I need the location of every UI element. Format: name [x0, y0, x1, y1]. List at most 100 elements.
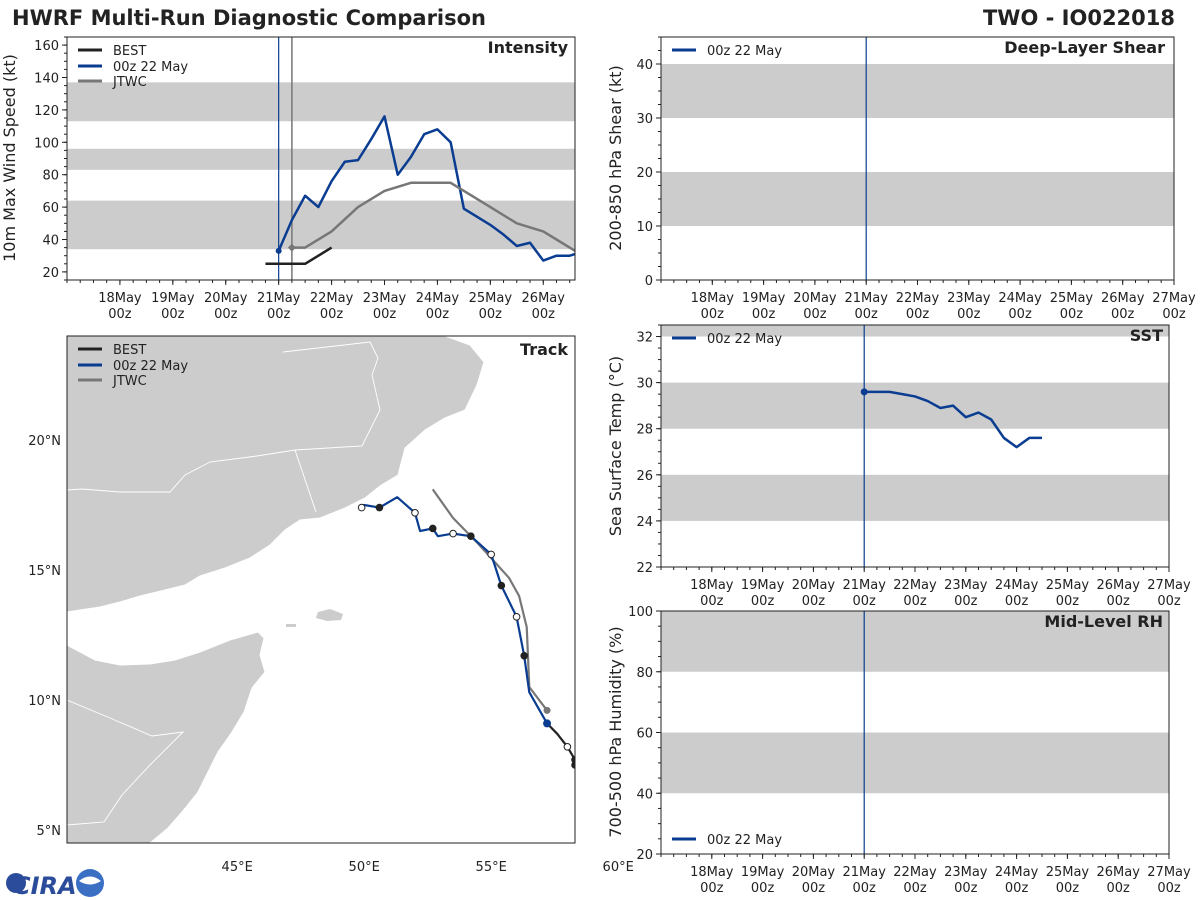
x-tick-label: 00z [1005, 881, 1029, 896]
x-tick-label: 00z [802, 881, 826, 896]
legend-label-jtwc: JTWC [112, 374, 147, 389]
sst-bands [661, 325, 1169, 521]
legend-label-run: 00z 22 May [707, 44, 782, 59]
x-tick-label: 19May [741, 578, 785, 593]
x-tick-label: 00z [802, 594, 826, 609]
x-tick-label: 27May [1147, 578, 1191, 593]
rh-bands [661, 611, 1169, 794]
shear-title: Deep-Layer Shear [1004, 38, 1165, 57]
intensity-x-ticks: 18May00z19May00z20May00z21May00z22May00z… [66, 280, 571, 322]
sst-series [860, 388, 1042, 449]
y-tick-label: 32 [636, 331, 653, 346]
track-position-dot [449, 529, 457, 538]
x-tick-label: 00z [903, 881, 927, 896]
shade-band [67, 200, 575, 250]
x-tick-label: 00z [267, 307, 291, 322]
y-tick-label: 20 [42, 266, 59, 281]
y-tick-label: 60 [42, 201, 59, 216]
x-tick-label: 00z [1056, 881, 1080, 896]
lat-tick-label: 10°N [28, 694, 61, 709]
y-tick-label: 22 [636, 561, 653, 576]
legend-label-run: 00z 22 May [113, 359, 188, 374]
init-lines [278, 37, 293, 280]
x-tick-label: 20May [793, 291, 837, 306]
intensity-series [265, 115, 575, 266]
x-tick-label: 26May [522, 291, 566, 306]
x-tick-label: 00z [853, 881, 877, 896]
y-tick-label: 80 [42, 169, 59, 184]
x-tick-label: 00z [700, 881, 724, 896]
series-line-best [265, 246, 333, 266]
logo-text: CIRA [13, 872, 77, 900]
x-tick-label: 22May [893, 865, 937, 880]
cira-logo: CIRA [6, 869, 104, 900]
x-tick-label: 00z [906, 307, 930, 322]
x-tick-label: 00z [320, 307, 344, 322]
abd-al-kuri-island [286, 624, 296, 627]
track-position-dot [512, 613, 521, 621]
x-tick-label: 21May [257, 291, 301, 306]
x-tick-label: 19May [741, 865, 785, 880]
y-tick-label: 40 [42, 234, 59, 249]
x-tick-label: 00z [1157, 594, 1181, 609]
arabian-peninsula [67, 336, 485, 613]
x-tick-label: 19May [151, 291, 195, 306]
x-tick-label: 19May [742, 291, 786, 306]
land-layer [67, 336, 575, 843]
x-tick-label: 00z [108, 307, 132, 322]
legend-label-run: 00z 22 May [707, 332, 782, 347]
rh-x-ticks: 18May00z19May00z20May00z21May00z22May00z… [660, 854, 1191, 896]
legend-label-best: BEST [113, 44, 146, 59]
intensity-ylabel: 10m Max Wind Speed (kt) [0, 54, 19, 262]
x-tick-label: 00z [1157, 881, 1181, 896]
x-tick-label: 00z [855, 307, 879, 322]
x-tick-label: 00z [214, 307, 238, 322]
shear-y-ticks: 0 10 20 30 40 [636, 36, 661, 289]
x-tick-label: 18May [98, 291, 142, 306]
x-tick-label: 00z [1008, 307, 1032, 322]
x-tick-label: 24May [995, 578, 1039, 593]
track-panel: 45°E 50°E 55°E 60°E 5°N 10°N 15°N 20°N Track BE… [28, 335, 634, 875]
run-start-point [275, 247, 282, 254]
shade-band [661, 474, 1169, 521]
series-line-jtwc [291, 181, 575, 252]
y-tick-label: 0 [645, 274, 653, 289]
x-tick-label: 25May [1046, 865, 1090, 880]
x-tick-label: 00z [479, 307, 503, 322]
x-tick-label: 26May [1101, 291, 1145, 306]
x-tick-label: 27May [1147, 865, 1191, 880]
track-position-dot [428, 524, 437, 533]
x-tick-label: 25May [1050, 291, 1094, 306]
track-frame [66, 335, 576, 844]
x-tick-label: 00z [957, 307, 981, 322]
x-tick-label: 26May [1096, 578, 1140, 593]
x-tick-label: 00z [701, 307, 725, 322]
rh-ylabel: 700-500 hPa Humidity (%) [606, 626, 625, 837]
x-tick-label: 20May [204, 291, 248, 306]
figure-title: HWRF Multi-Run Diagnostic Comparison [12, 6, 486, 30]
x-tick-label: 23May [947, 291, 991, 306]
x-tick-label: 23May [363, 291, 407, 306]
shade-band [661, 611, 1169, 672]
y-tick-label: 100 [34, 136, 59, 151]
x-tick-label: 00z [853, 594, 877, 609]
y-tick-label: 20 [636, 166, 653, 181]
series-line-00z-22-may [864, 390, 1042, 449]
shade-band [67, 148, 575, 170]
intensity-title: Intensity [488, 38, 569, 57]
series-start-point [860, 388, 868, 396]
x-tick-label: 21May [844, 291, 888, 306]
lon-tick-label: 45°E [222, 860, 253, 875]
shade-band [661, 732, 1169, 794]
storm-id: TWO - IO022018 [983, 6, 1175, 30]
legend-label-best: BEST [113, 343, 146, 358]
x-tick-label: 27May [1152, 291, 1196, 306]
sst-title: SST [1130, 326, 1163, 345]
best-position-dot [571, 761, 575, 769]
x-tick-label: 00z [532, 307, 556, 322]
x-tick-label: 00z [903, 594, 927, 609]
sst-ylabel: Sea Surface Temp (°C) [606, 356, 625, 536]
